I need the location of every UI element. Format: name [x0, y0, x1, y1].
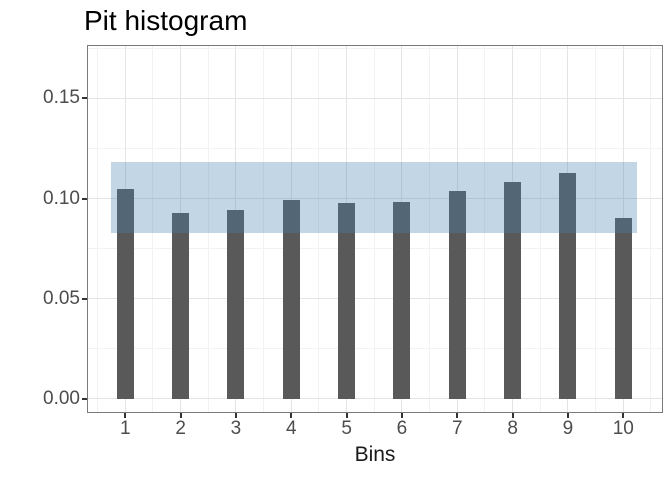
y-tick-mark [82, 197, 87, 200]
bar-bin-3 [227, 209, 245, 399]
confidence-band [111, 162, 638, 233]
x-tick-label: 6 [396, 418, 408, 439]
gridline-major-y [87, 97, 663, 99]
panel-border [87, 45, 663, 413]
x-tick-label: 7 [451, 418, 463, 439]
gridline-minor-x [429, 45, 431, 413]
x-tick-mark [622, 413, 625, 418]
gridline-minor-x [152, 45, 154, 413]
gridline-minor-x [318, 45, 320, 413]
x-tick-mark [179, 413, 182, 418]
bar-bin-2 [172, 212, 190, 399]
x-tick-mark [124, 413, 127, 418]
x-tick-label: 8 [507, 418, 518, 439]
gridline-major-y [87, 198, 663, 200]
y-tick-mark [82, 97, 87, 100]
bar-bin-9 [559, 173, 577, 399]
gridline-major-y [87, 298, 663, 300]
y-tick-label: 0.15 [43, 87, 80, 109]
bar-bin-4 [282, 199, 300, 399]
x-tick-mark [234, 413, 237, 418]
gridline-minor-x [650, 45, 652, 413]
x-tick-mark [511, 413, 514, 418]
x-tick-mark [290, 413, 293, 418]
y-tick-label: 0.00 [43, 387, 80, 409]
gridline-minor-x [373, 45, 375, 413]
x-tick-label: 5 [341, 418, 352, 439]
bar-bin-6 [393, 201, 411, 399]
bar-bin-5 [338, 202, 356, 399]
bar-bin-7 [448, 190, 466, 399]
gridline-major-y [87, 398, 663, 400]
x-tick-mark [566, 413, 569, 418]
x-tick-mark [345, 413, 348, 418]
x-tick-label: 10 [612, 418, 634, 439]
x-tick-label: 2 [175, 418, 186, 439]
gridline-minor-y [87, 147, 663, 149]
gridline-minor-y [87, 47, 663, 49]
x-tick-mark [400, 413, 403, 418]
x-axis-title: Bins [354, 443, 396, 466]
gridline-minor-x [97, 45, 99, 413]
gridline-minor-y [87, 248, 663, 250]
x-tick-label: 9 [562, 418, 574, 439]
gridline-minor-x [484, 45, 486, 413]
x-tick-mark [456, 413, 459, 418]
chart-title: Pit histogram [84, 5, 248, 36]
y-tick-label: 0.05 [43, 287, 80, 309]
gridline-minor-x [263, 45, 265, 413]
y-tick-mark [82, 397, 87, 400]
y-tick-mark [82, 297, 87, 300]
x-tick-label: 4 [285, 418, 297, 439]
x-tick-label: 1 [120, 418, 131, 439]
gridline-minor-x [595, 45, 597, 413]
gridline-minor-y [87, 348, 663, 350]
y-tick-label: 0.10 [43, 187, 80, 209]
gridline-minor-x [207, 45, 209, 413]
bar-bin-8 [504, 181, 522, 399]
gridline-minor-x [539, 45, 541, 413]
bar-bin-10 [614, 217, 632, 399]
bar-bin-1 [116, 188, 134, 399]
x-tick-label: 3 [230, 418, 242, 439]
